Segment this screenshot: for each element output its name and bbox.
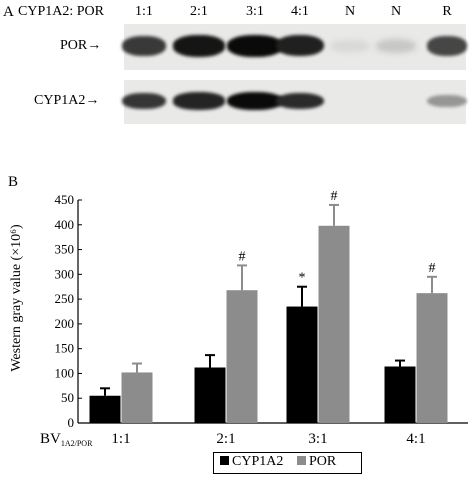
legend-item-por: POR bbox=[297, 454, 336, 470]
cyp1a2-blot bbox=[122, 80, 467, 124]
lane-label: N bbox=[344, 4, 356, 19]
bars: * # # # bbox=[89, 189, 448, 423]
blot-band bbox=[122, 92, 166, 110]
bar bbox=[318, 225, 350, 423]
lane-label: N bbox=[390, 4, 402, 19]
panel-b-label: B bbox=[8, 174, 19, 190]
lane-label: R bbox=[442, 4, 452, 19]
y-tick-label: 200 bbox=[55, 316, 75, 331]
legend-item-cyp1a2: CYP1A2 bbox=[220, 454, 283, 470]
y-tick-label: 400 bbox=[55, 217, 75, 232]
legend-label-cyp1a2: CYP1A2 bbox=[232, 454, 284, 469]
legend-swatch-cyp1a2 bbox=[220, 456, 229, 465]
x-category-label: 4:1 bbox=[406, 431, 425, 447]
significance-marker: # bbox=[331, 189, 338, 204]
significance-marker: * bbox=[299, 271, 306, 286]
x-category-labels: 1:1 2:1 3:1 4:1 bbox=[111, 431, 425, 447]
blot-band bbox=[427, 94, 467, 108]
ratio-header: CYP1A2: POR bbox=[18, 4, 104, 19]
significance-marker: # bbox=[239, 249, 246, 264]
por-row-label: POR→ bbox=[60, 38, 101, 54]
bar bbox=[416, 293, 448, 423]
x-category-label: 3:1 bbox=[308, 431, 327, 447]
por-blot bbox=[122, 24, 467, 70]
cyp1a2-row-label: CYP1A2→ bbox=[34, 93, 99, 109]
legend-label-por: POR bbox=[309, 454, 337, 469]
cyp1a2-label-text: CYP1A2 bbox=[34, 93, 86, 108]
y-tick-label: 150 bbox=[55, 341, 75, 356]
blot-band bbox=[173, 92, 225, 110]
y-tick-label: 250 bbox=[55, 291, 75, 306]
right-arrow-icon: → bbox=[85, 93, 100, 108]
blot-band bbox=[376, 39, 416, 53]
y-axis-label: Western gray value (×10⁶) bbox=[9, 224, 24, 372]
y-tick-label: 350 bbox=[55, 242, 75, 257]
panel-a-label: A bbox=[3, 4, 14, 20]
y-tick-label: 300 bbox=[55, 266, 75, 281]
y-tick-label: 0 bbox=[68, 415, 75, 430]
y-tick-label: 50 bbox=[61, 390, 74, 405]
lane-label: 3:1 bbox=[246, 4, 264, 19]
blot-band bbox=[173, 35, 225, 57]
lane-label: 4:1 bbox=[291, 4, 309, 19]
x-category-label: 1:1 bbox=[111, 431, 130, 447]
bar bbox=[286, 306, 318, 423]
bar bbox=[121, 372, 153, 423]
y-tick-label: 450 bbox=[55, 192, 75, 207]
bar bbox=[226, 290, 258, 423]
lane-label: 1:1 bbox=[135, 4, 153, 19]
bar bbox=[384, 366, 416, 423]
blot-band bbox=[227, 92, 283, 110]
blot-band bbox=[330, 39, 370, 53]
y-ticks: 0 50 100 150 200 250 300 350 400 450 bbox=[55, 192, 82, 430]
bar bbox=[89, 395, 121, 423]
lane-label: 2:1 bbox=[190, 4, 208, 19]
y-tick-label: 100 bbox=[55, 365, 75, 380]
significance-marker: # bbox=[429, 261, 436, 276]
bar bbox=[194, 367, 226, 423]
blot-band bbox=[122, 36, 166, 56]
blot-band bbox=[276, 35, 324, 57]
x-category-label: 2:1 bbox=[216, 431, 235, 447]
right-arrow-icon: → bbox=[87, 38, 102, 53]
blot-band bbox=[427, 36, 467, 56]
por-label-text: POR bbox=[60, 38, 88, 53]
x-axis-title: BV1A2/POR bbox=[40, 431, 93, 448]
legend-swatch-por bbox=[297, 456, 306, 465]
blot-band bbox=[276, 92, 324, 110]
legend: CYP1A2 POR bbox=[213, 452, 362, 474]
blot-band bbox=[227, 35, 283, 57]
